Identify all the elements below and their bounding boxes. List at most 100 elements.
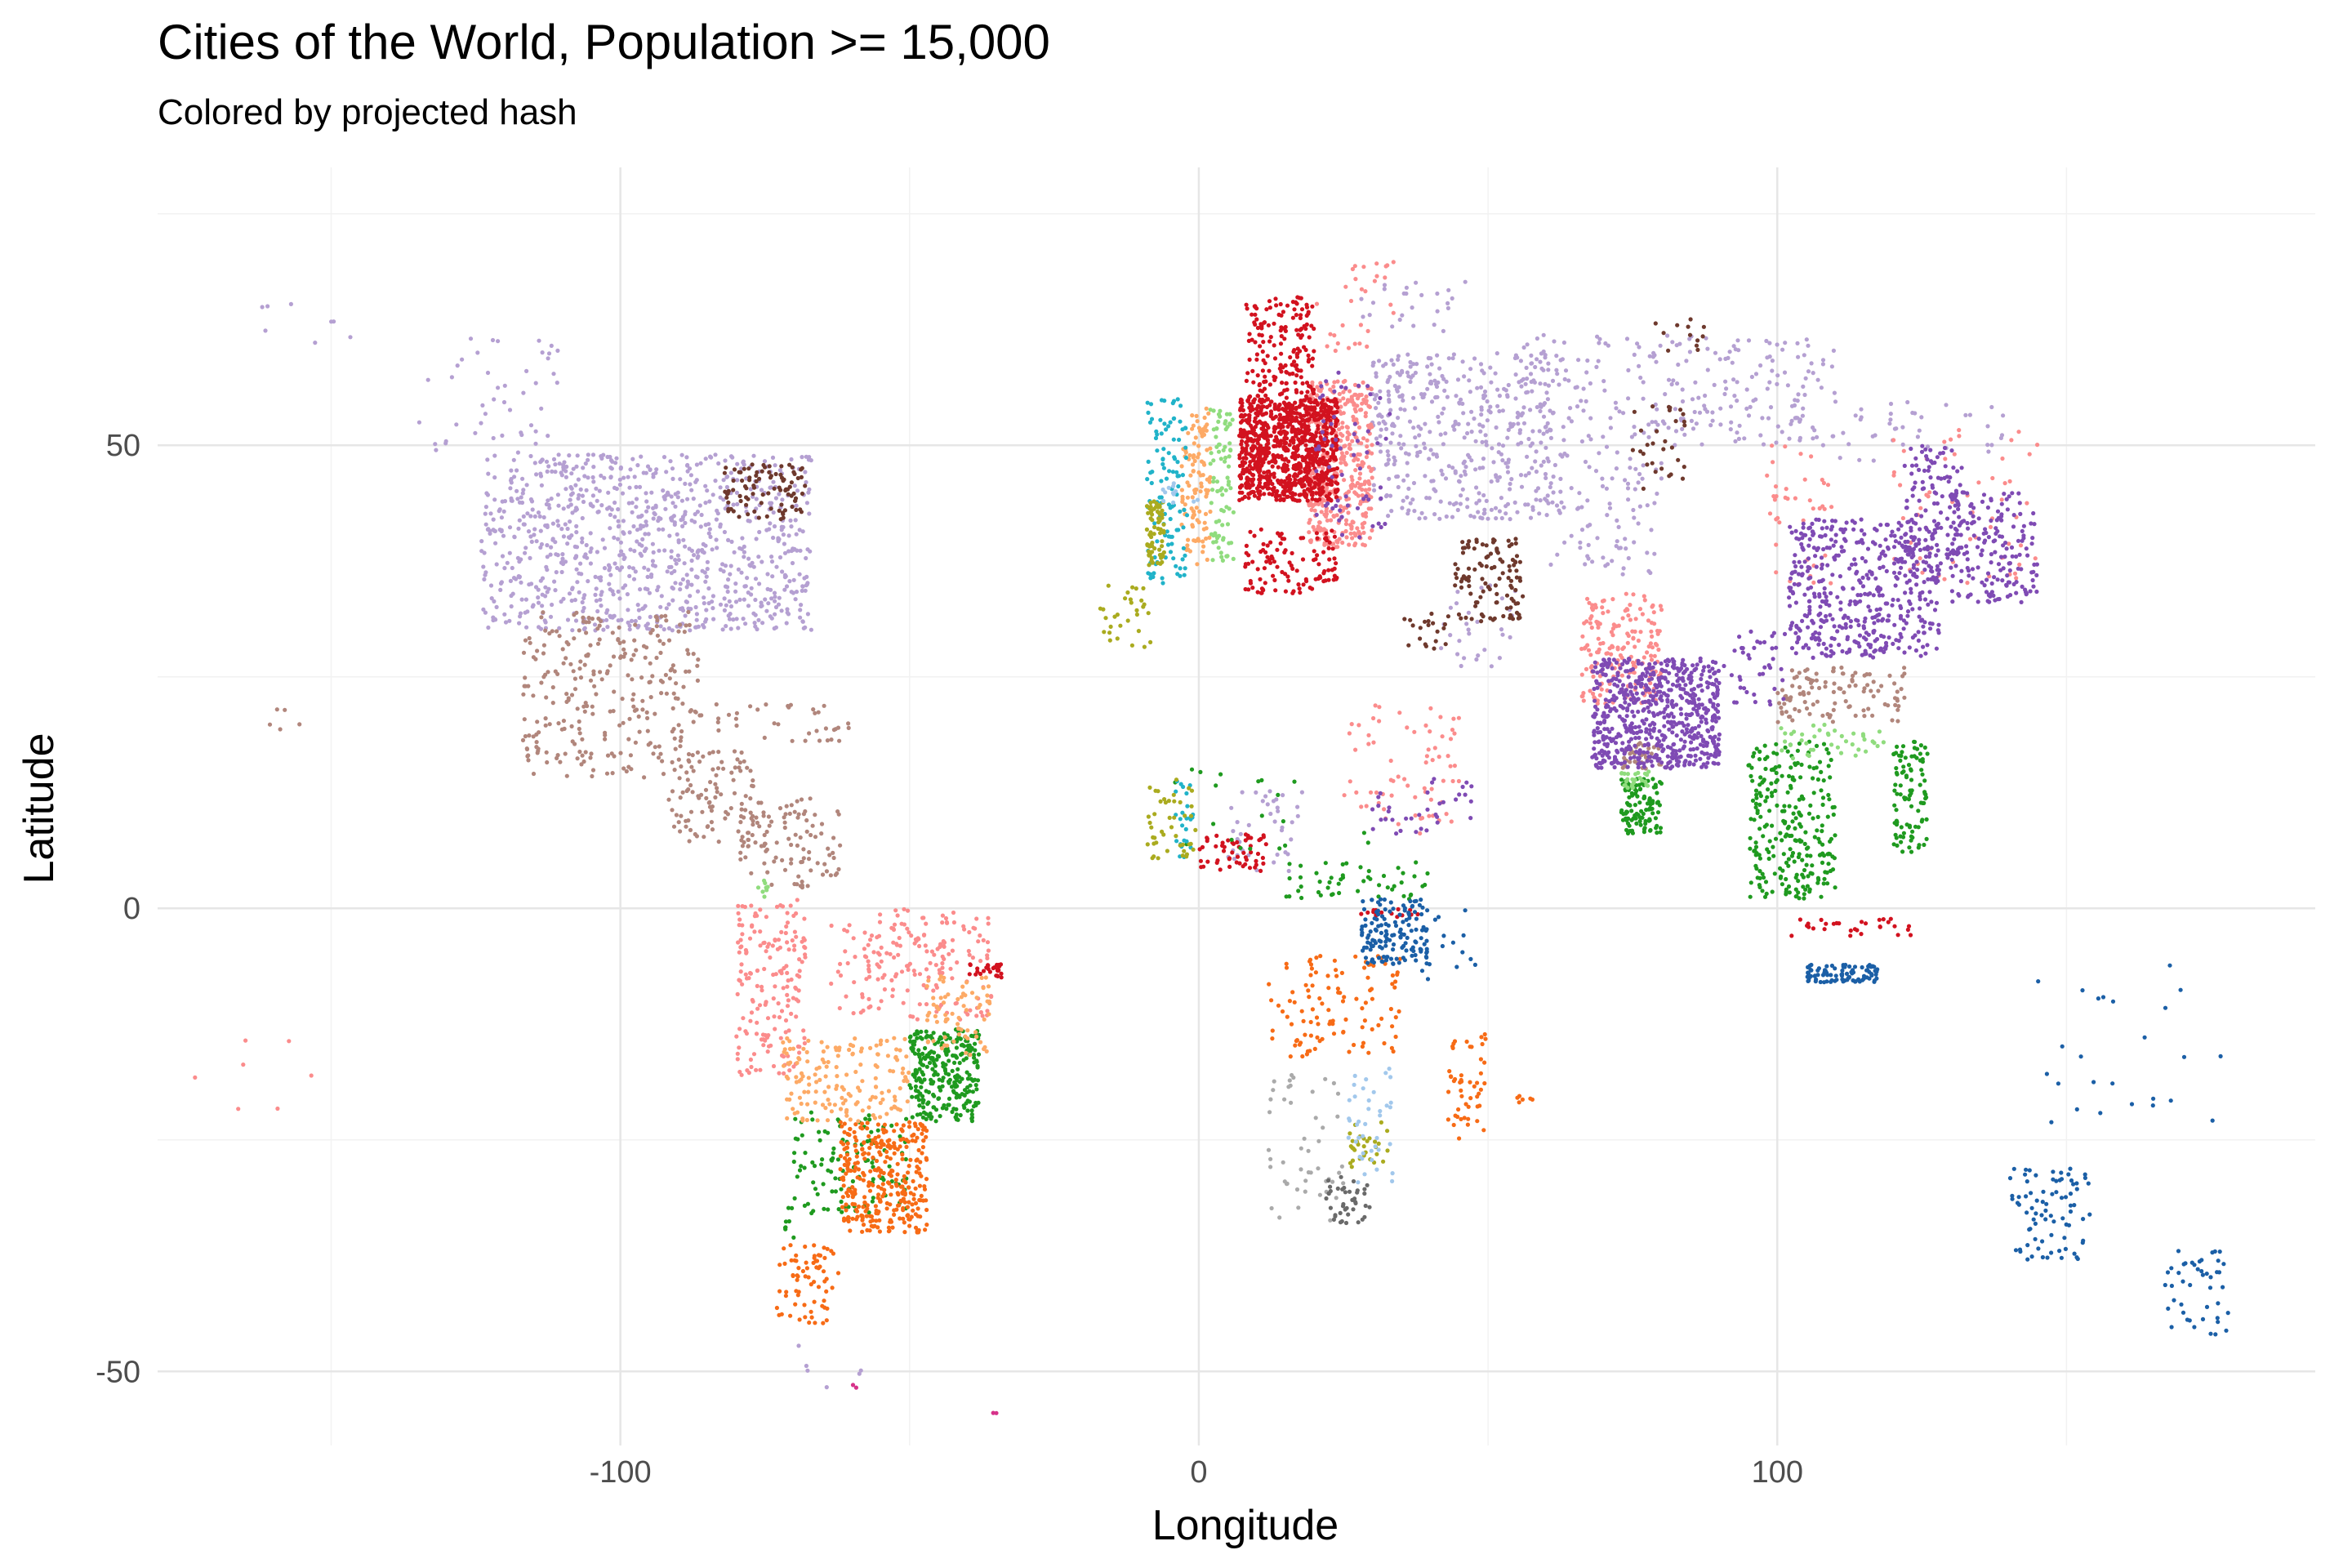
city-point [578, 561, 583, 566]
city-point [1406, 374, 1411, 379]
city-point [1606, 343, 1610, 348]
city-point [1318, 526, 1323, 531]
city-point [966, 948, 971, 954]
city-point [1731, 344, 1736, 349]
city-point [831, 728, 836, 733]
city-point [566, 504, 571, 509]
city-point [1530, 429, 1535, 434]
city-point [434, 448, 439, 452]
city-point [543, 716, 548, 721]
city-point [1601, 555, 1606, 560]
city-point [483, 522, 488, 527]
city-point [968, 1008, 973, 1013]
city-point [1516, 421, 1521, 426]
city-point [1796, 392, 1801, 397]
city-point [1705, 346, 1710, 351]
city-point [807, 849, 812, 855]
city-point [1287, 421, 1293, 426]
city-point [678, 622, 683, 627]
city-point [1428, 430, 1432, 434]
city-point [1252, 320, 1257, 325]
city-point [651, 550, 656, 555]
city-point [1607, 646, 1612, 651]
city-point [1623, 537, 1628, 541]
city-point [1659, 608, 1664, 612]
city-point [521, 650, 527, 655]
city-point [1272, 425, 1277, 430]
city-point [1298, 440, 1303, 445]
city-point [1272, 489, 1276, 494]
city-point [794, 532, 799, 537]
city-point [1841, 671, 1846, 676]
city-point [1251, 477, 1256, 482]
city-point [1713, 350, 1718, 355]
city-point [695, 750, 701, 755]
city-point [879, 999, 884, 1004]
city-point [1517, 428, 1523, 433]
city-point [1548, 408, 1552, 413]
city-point [798, 608, 803, 612]
city-point [1488, 365, 1493, 370]
city-point [1294, 363, 1299, 368]
city-point [768, 1043, 773, 1048]
city-point [1254, 790, 1258, 795]
city-point [1377, 719, 1382, 724]
city-point [808, 868, 813, 873]
city-point [682, 630, 687, 635]
city-point [479, 539, 484, 544]
city-point [1493, 506, 1499, 510]
city-point [1242, 494, 1247, 500]
city-point [1480, 439, 1485, 445]
city-point [1584, 399, 1588, 403]
city-point [911, 1014, 915, 1019]
city-point [1322, 512, 1327, 517]
city-point [755, 1020, 760, 1025]
city-point [1648, 680, 1653, 686]
city-point [1796, 354, 1801, 359]
city-point [1485, 399, 1490, 404]
city-point [878, 912, 883, 917]
city-point [1324, 414, 1329, 419]
city-point [738, 850, 743, 855]
city-point [950, 938, 956, 942]
city-point [1307, 530, 1312, 535]
city-point [1240, 439, 1245, 443]
city-point [741, 459, 746, 464]
city-point [1337, 427, 1342, 432]
city-point [1596, 625, 1601, 630]
city-point [1624, 336, 1630, 341]
city-point [577, 571, 581, 576]
city-point [1265, 555, 1270, 559]
city-point [512, 474, 517, 479]
city-point [691, 768, 696, 773]
city-point [718, 567, 723, 572]
city-point [1616, 524, 1621, 530]
city-point [596, 509, 601, 514]
city-point [780, 569, 785, 574]
city-point [1265, 543, 1270, 548]
city-point [1286, 578, 1291, 583]
city-point [1820, 358, 1826, 363]
city-point [1272, 819, 1277, 824]
city-point [1278, 497, 1283, 502]
city-point [923, 943, 928, 948]
city-point [751, 453, 756, 458]
city-point [775, 947, 781, 951]
city-point [1447, 501, 1452, 506]
city-point [1541, 368, 1546, 372]
city-point [546, 434, 550, 439]
city-point [978, 1009, 983, 1015]
city-point [582, 662, 587, 667]
city-point [530, 507, 535, 512]
city-point [1602, 388, 1607, 393]
city-point [596, 616, 601, 621]
city-point [1656, 647, 1661, 653]
city-point [1633, 629, 1637, 635]
city-point [1348, 779, 1352, 784]
city-point [644, 519, 648, 524]
city-point [806, 857, 812, 862]
city-point [635, 603, 640, 608]
city-point [792, 947, 797, 952]
city-point [654, 467, 659, 472]
city-point [1347, 446, 1352, 451]
